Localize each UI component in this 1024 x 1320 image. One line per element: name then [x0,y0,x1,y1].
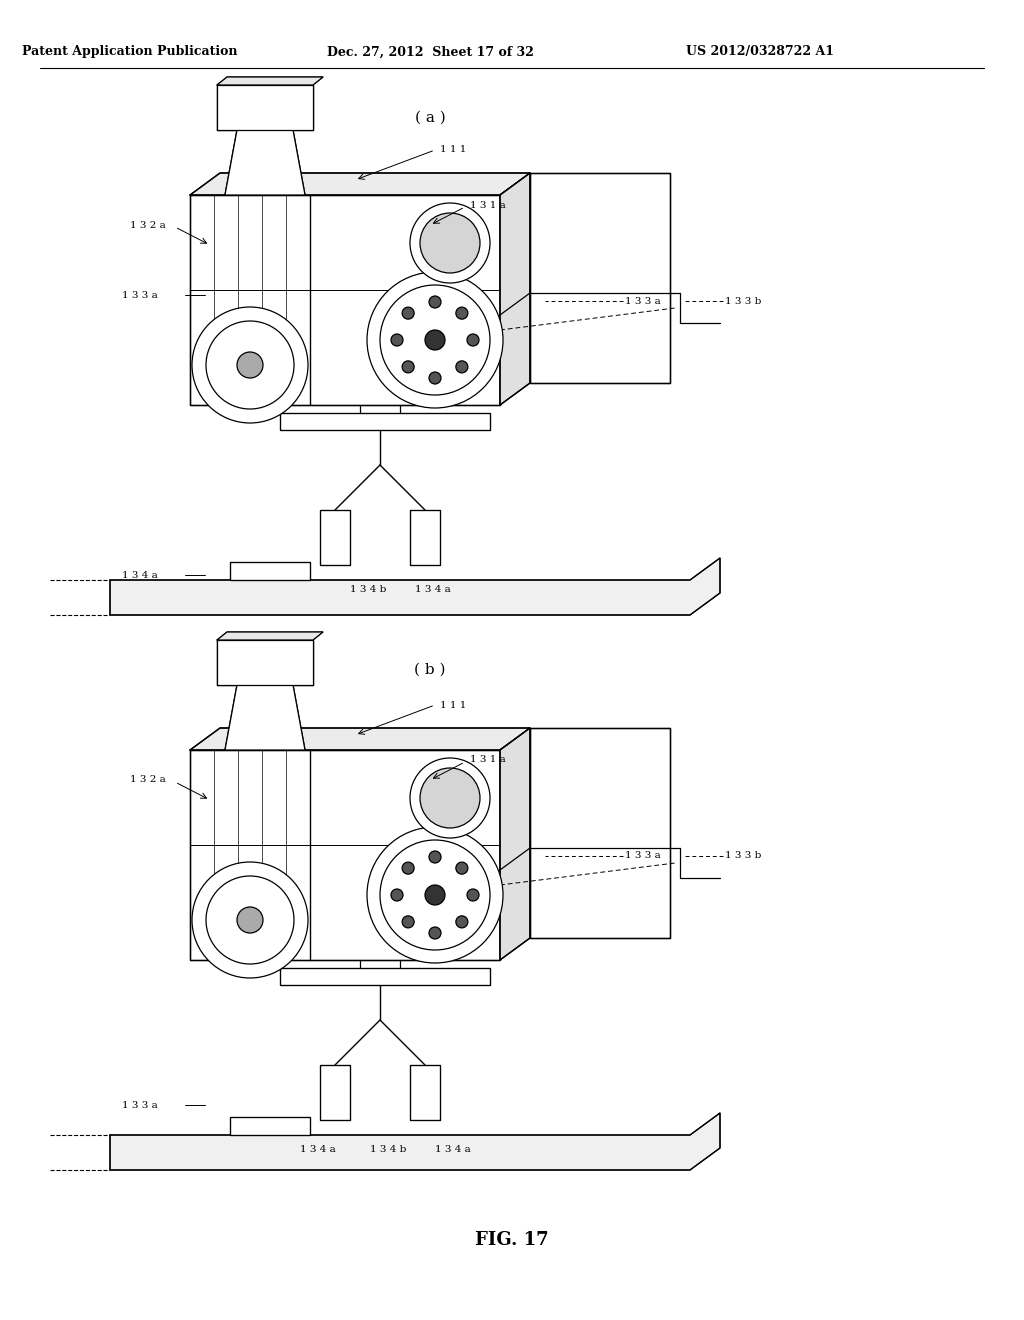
Text: 1 3 2 a: 1 3 2 a [130,220,166,230]
Circle shape [425,884,445,906]
Text: 1 3 1 a: 1 3 1 a [470,201,506,210]
Text: 1 3 4 b: 1 3 4 b [350,586,386,594]
Text: 1 3 3 a: 1 3 3 a [122,290,158,300]
Polygon shape [280,968,490,985]
Circle shape [429,927,441,939]
Text: 1 3 4 a: 1 3 4 a [415,586,451,594]
Circle shape [420,213,480,273]
Text: 1 3 4 a: 1 3 4 a [122,570,158,579]
Circle shape [391,334,403,346]
Circle shape [429,372,441,384]
Polygon shape [530,173,670,383]
Circle shape [402,360,414,372]
Circle shape [429,296,441,308]
Circle shape [467,888,479,902]
Polygon shape [110,558,720,615]
Text: Patent Application Publication: Patent Application Publication [23,45,238,58]
Polygon shape [230,1117,310,1135]
Circle shape [456,308,468,319]
Polygon shape [190,750,500,960]
Text: 1 3 3 a: 1 3 3 a [625,851,660,861]
Text: US 2012/0328722 A1: US 2012/0328722 A1 [686,45,834,58]
Circle shape [391,888,403,902]
Circle shape [456,360,468,372]
Circle shape [206,876,294,964]
Text: 1 3 4 a: 1 3 4 a [300,1146,336,1155]
Text: 1 3 3 a: 1 3 3 a [625,297,660,305]
Text: Dec. 27, 2012  Sheet 17 of 32: Dec. 27, 2012 Sheet 17 of 32 [327,45,534,58]
Polygon shape [230,562,310,579]
Circle shape [402,916,414,928]
Text: ( b ): ( b ) [415,663,445,677]
Polygon shape [319,1065,350,1119]
Circle shape [380,840,490,950]
Circle shape [237,907,263,933]
Polygon shape [190,195,500,405]
Circle shape [193,308,308,422]
Polygon shape [225,685,305,750]
Circle shape [456,862,468,874]
Text: 1 3 2 a: 1 3 2 a [130,776,166,784]
Polygon shape [410,1065,440,1119]
Polygon shape [217,84,313,129]
Text: 1 3 4 a: 1 3 4 a [435,1146,471,1155]
Text: 1 3 3 b: 1 3 3 b [725,851,762,861]
Polygon shape [217,77,323,84]
Circle shape [206,321,294,409]
Polygon shape [225,129,305,195]
Polygon shape [500,729,530,960]
Text: 1 1 1: 1 1 1 [440,701,466,710]
Circle shape [420,768,480,828]
Circle shape [425,330,445,350]
Polygon shape [190,729,530,750]
Text: 1 3 1 a: 1 3 1 a [470,755,506,764]
Polygon shape [280,413,490,430]
Polygon shape [319,510,350,565]
Circle shape [367,828,503,964]
Text: 1 3 4 b: 1 3 4 b [370,1146,407,1155]
Circle shape [380,285,490,395]
Circle shape [237,352,263,378]
Circle shape [410,203,490,282]
Polygon shape [217,632,323,640]
Circle shape [402,308,414,319]
Circle shape [402,862,414,874]
Text: ( a ): ( a ) [415,111,445,125]
Polygon shape [110,1113,720,1170]
Circle shape [467,334,479,346]
Circle shape [429,851,441,863]
Text: FIG. 17: FIG. 17 [475,1232,549,1249]
Polygon shape [530,729,670,939]
Polygon shape [217,640,313,685]
Polygon shape [410,510,440,565]
Circle shape [367,272,503,408]
Text: 1 3 3 a: 1 3 3 a [122,1101,158,1110]
Text: 1 1 1: 1 1 1 [440,145,466,154]
Polygon shape [190,173,530,195]
Circle shape [193,862,308,978]
Circle shape [410,758,490,838]
Text: 1 3 3 b: 1 3 3 b [725,297,762,305]
Circle shape [456,916,468,928]
Polygon shape [500,173,530,405]
